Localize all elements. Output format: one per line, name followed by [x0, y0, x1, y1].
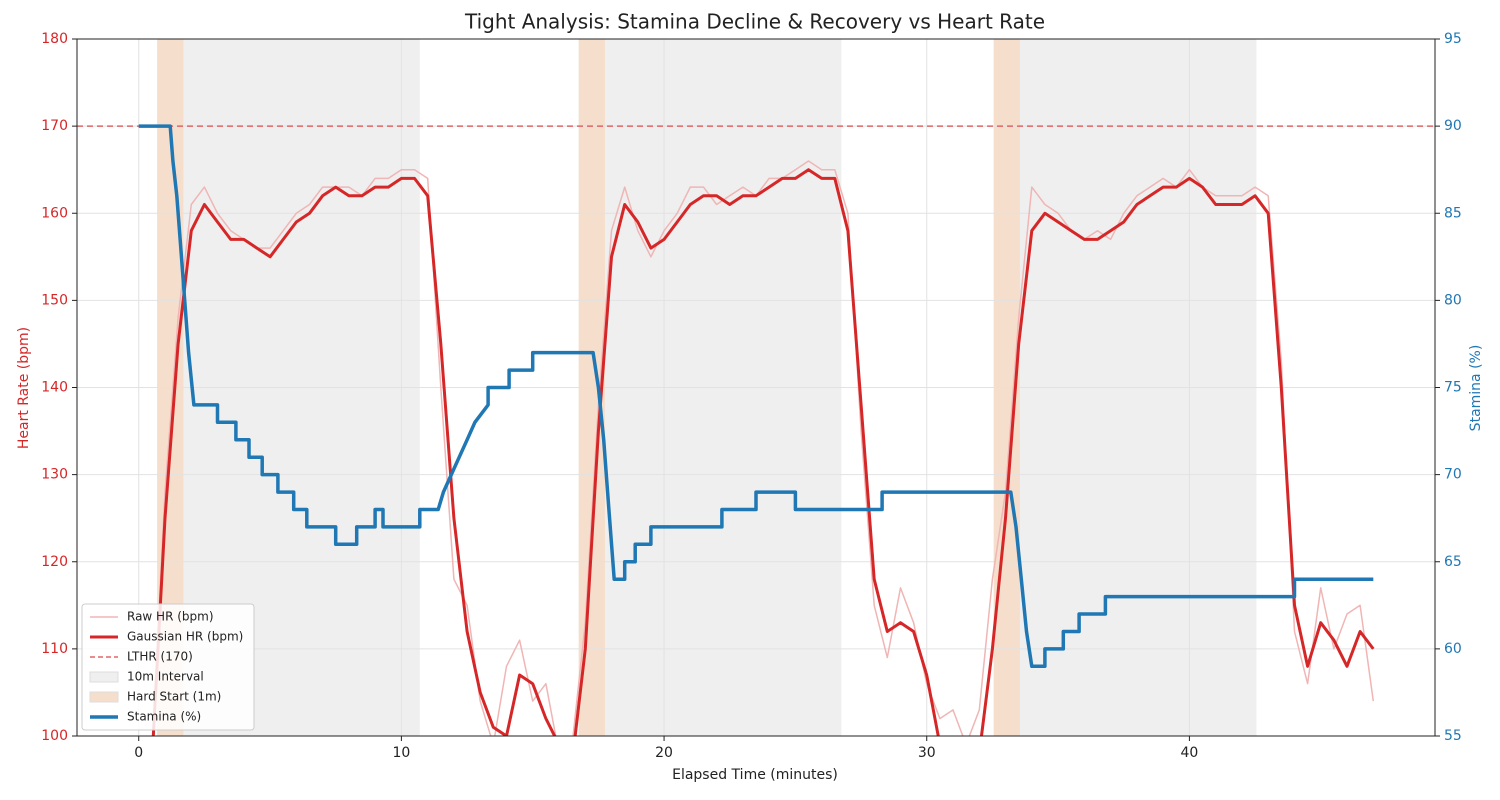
y-tick-label: 100	[41, 728, 68, 744]
x-tick-label: 40	[1180, 745, 1198, 761]
chart-title: Tight Analysis: Stamina Decline & Recove…	[464, 10, 1045, 34]
y-axis-label: Heart Rate (bpm)	[16, 327, 32, 449]
y2-tick-label: 55	[1444, 728, 1462, 744]
x-tick-label: 30	[918, 745, 936, 761]
series-line	[138, 124, 1374, 669]
x-axis-label: Elapsed Time (minutes)	[672, 767, 838, 783]
y-tick-label: 170	[41, 118, 68, 134]
lines	[77, 124, 1435, 736]
legend-label: Raw HR (bpm)	[127, 610, 214, 624]
y2-axis-label: Stamina (%)	[1468, 345, 1484, 432]
legend-label: Gaussian HR (bpm)	[127, 630, 243, 644]
legend: Raw HR (bpm) Gaussian HR (bpm) LTHR (170) 1…	[81, 603, 255, 731]
y2-tick-label: 90	[1444, 118, 1462, 134]
series-line	[151, 168, 1375, 736]
y2-tick-label: 80	[1444, 292, 1462, 308]
y-tick-label: 120	[41, 554, 68, 570]
axes: 0 10 20 30 40 100 110 120 130 140 150 160 170 180 55 60…	[41, 31, 1462, 761]
x-tick-label: 0	[134, 745, 143, 761]
y-tick-label: 110	[41, 641, 68, 657]
y2-tick-label: 85	[1444, 205, 1462, 221]
y-tick-label: 150	[41, 292, 68, 308]
x-tick-label: 10	[392, 745, 410, 761]
y2-tick-label: 95	[1444, 31, 1462, 47]
legend-label: 10m Interval	[127, 670, 204, 684]
y2-tick-label: 65	[1444, 554, 1462, 570]
y-tick-label: 180	[41, 31, 68, 47]
y-tick-label: 130	[41, 467, 68, 483]
legend-box	[81, 603, 255, 731]
y-tick-label: 140	[41, 380, 68, 396]
legend-label: LTHR (170)	[127, 650, 193, 664]
y2-tick-label: 75	[1444, 380, 1462, 396]
legend-swatch	[89, 671, 119, 683]
y-tick-label: 160	[41, 205, 68, 221]
y2-tick-label: 60	[1444, 641, 1462, 657]
legend-swatch	[89, 691, 119, 703]
legend-label: Stamina (%)	[127, 710, 201, 724]
x-tick-label: 20	[655, 745, 673, 761]
y2-tick-label: 70	[1444, 467, 1462, 483]
legend-label: Hard Start (1m)	[127, 690, 221, 704]
